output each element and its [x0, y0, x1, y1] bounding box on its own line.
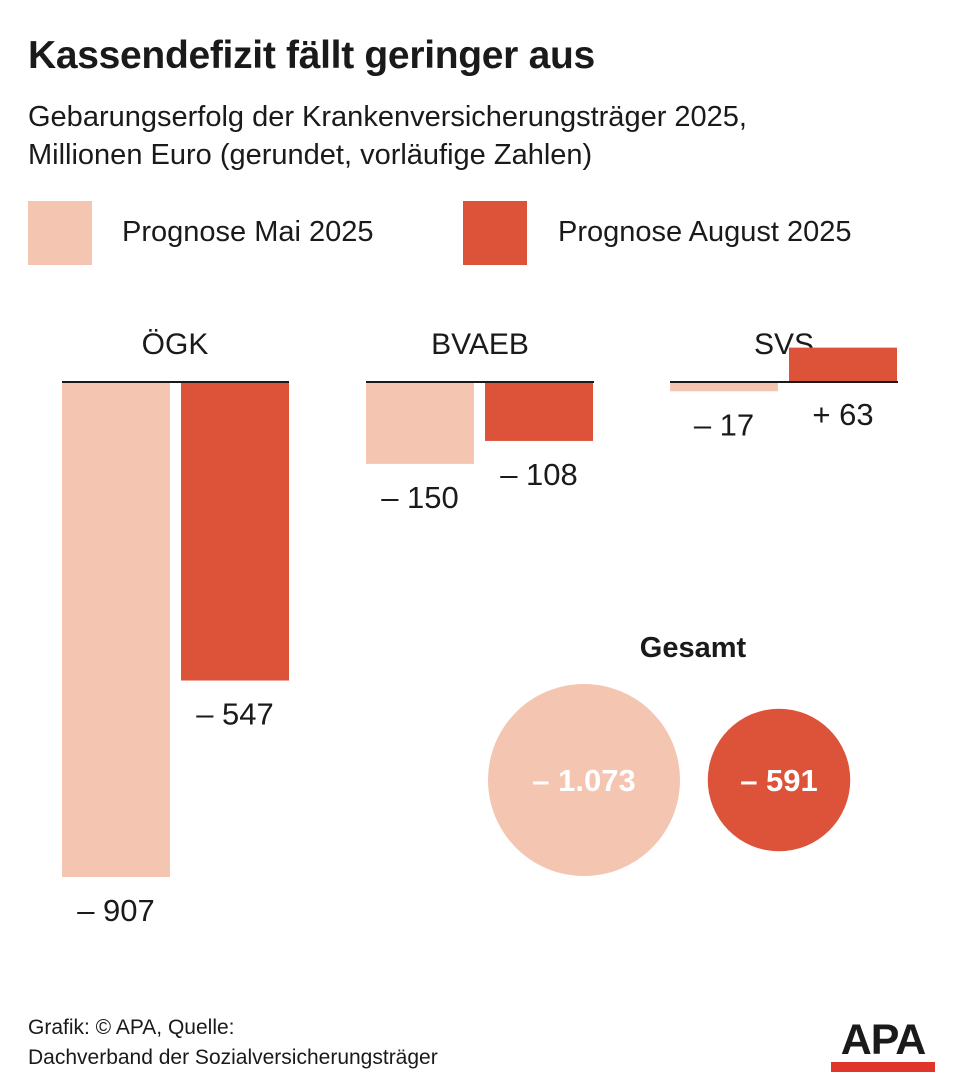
bar-gk-mai — [62, 382, 170, 877]
bar-svs-mai — [670, 382, 778, 392]
value-label-svs-august: + 63 — [812, 397, 873, 432]
legend-swatch-mai — [28, 201, 92, 265]
value-label-bvaeb-august: – 108 — [500, 457, 578, 492]
bar-gk-august — [181, 382, 289, 681]
chart-subtitle: Gebarungserfolg der Krankenversicherungs… — [28, 98, 928, 174]
bar-svs-august — [789, 347, 897, 382]
value-label-bvaeb-mai: – 150 — [381, 480, 459, 515]
legend-swatch-august — [463, 201, 527, 265]
subtitle-line-2: Millionen Euro (gerundet, vorläufige Zah… — [28, 139, 593, 171]
apa-logo-text: APA — [840, 1016, 927, 1064]
legend-label-august: Prognose August 2025 — [558, 216, 852, 248]
subtitle-line-1: Gebarungserfolg der Krankenversicherungs… — [28, 101, 747, 133]
value-label-svs-mai: – 17 — [694, 407, 754, 442]
category-label-bvaeb: BVAEB — [431, 328, 529, 361]
total-value-august: – 591 — [740, 763, 818, 798]
value-label-gk-august: – 547 — [196, 697, 274, 732]
value-label-gk-mai: – 907 — [77, 893, 155, 928]
source-line-1: Grafik: © APA, Quelle: — [28, 1016, 235, 1039]
source-note: Grafik: © APA, Quelle: Dachverband der S… — [28, 1013, 438, 1073]
category-label-gk: ÖGK — [142, 328, 209, 361]
bar-bvaeb-august — [485, 382, 593, 441]
apa-logo-bar — [831, 1062, 935, 1072]
bar-bvaeb-mai — [366, 382, 474, 464]
chart-title: Kassendefizit fällt geringer aus — [28, 34, 595, 77]
total-title: Gesamt — [640, 632, 747, 664]
total-circle-mai — [488, 684, 680, 876]
legend-label-mai: Prognose Mai 2025 — [122, 216, 374, 248]
source-line-2: Dachverband der Sozialversicherungsträge… — [28, 1046, 438, 1069]
total-circle-august — [707, 708, 851, 852]
apa-logo: APA — [831, 1016, 935, 1072]
total-value-mai: – 1.073 — [532, 763, 635, 798]
